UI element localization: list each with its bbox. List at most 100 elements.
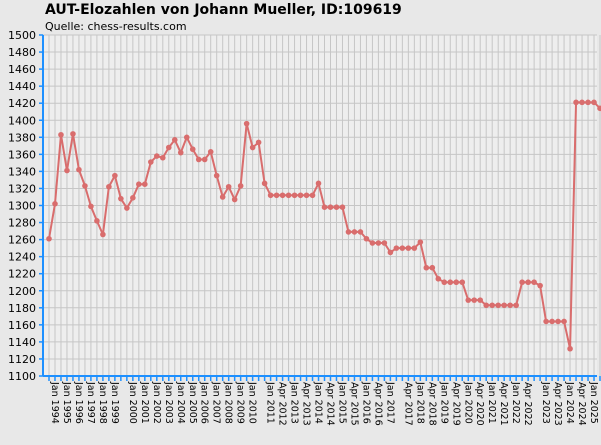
data-point — [130, 195, 136, 201]
x-tick-label: Apr 2021 — [498, 382, 509, 426]
data-point — [201, 156, 208, 163]
data-point — [519, 279, 525, 286]
data-point — [58, 131, 64, 138]
data-point — [273, 192, 280, 199]
data-point — [52, 200, 58, 207]
data-point — [177, 149, 184, 156]
data-point — [285, 192, 292, 199]
data-point — [549, 318, 555, 325]
data-point — [142, 181, 148, 187]
data-point — [471, 297, 478, 303]
data-point — [165, 144, 172, 151]
data-point — [339, 204, 346, 211]
x-tick-label: Jan 2017 — [384, 381, 395, 424]
x-tick-label: Jan 2024 — [564, 381, 575, 424]
data-point — [399, 245, 406, 251]
x-tick-label: Apr 2024 — [576, 382, 587, 426]
data-point — [154, 153, 160, 159]
data-point — [315, 180, 322, 187]
data-point — [148, 159, 154, 165]
chart-subtitle: Quelle: chess-results.com — [45, 20, 187, 33]
data-point — [94, 218, 100, 224]
data-point — [327, 204, 334, 211]
x-tick-label: Apr 2017 — [402, 382, 413, 426]
data-point — [489, 302, 496, 309]
y-tick-label: 1160 — [8, 319, 36, 332]
data-point — [297, 192, 304, 199]
x-tick-label: Jan 2014 — [313, 381, 324, 424]
x-tick-label: Jan 2016 — [360, 381, 371, 424]
y-tick-label: 1480 — [8, 46, 36, 59]
data-point — [459, 279, 466, 286]
data-point — [429, 264, 436, 271]
x-tick-label: Jan 2023 — [540, 381, 551, 424]
data-point — [501, 302, 507, 309]
y-tick-label: 1240 — [8, 251, 36, 264]
x-tick-label: Jan 1994 — [49, 381, 60, 424]
x-tick-label: Jan 2025 — [588, 381, 599, 424]
y-tick-label: 1400 — [8, 114, 36, 127]
data-point — [70, 131, 76, 137]
data-point — [507, 302, 513, 309]
x-tick-label: Jan 2022 — [510, 381, 521, 424]
data-point — [171, 137, 178, 143]
x-tick-label: Apr 2018 — [426, 382, 437, 426]
y-tick-label: 1180 — [8, 302, 36, 315]
data-point — [64, 167, 70, 174]
data-point — [411, 245, 418, 251]
data-point — [453, 279, 460, 286]
data-point — [249, 144, 256, 151]
data-point — [345, 229, 352, 235]
data-point — [579, 99, 585, 106]
data-point — [225, 183, 232, 190]
data-point — [321, 204, 328, 211]
data-point — [261, 180, 268, 187]
data-point — [567, 345, 573, 352]
x-tick-label: Jan 2007 — [211, 381, 222, 424]
data-point — [387, 249, 394, 256]
x-tick-label: Jan 2001 — [139, 381, 150, 424]
y-tick-label: 1140 — [8, 336, 36, 349]
data-point — [555, 318, 561, 325]
y-tick-label: 1460 — [8, 63, 36, 76]
data-point — [573, 99, 579, 106]
data-point — [513, 302, 519, 309]
axes — [39, 34, 601, 381]
data-point — [136, 181, 142, 187]
data-point — [435, 276, 442, 282]
data-point — [106, 183, 112, 190]
data-point — [231, 196, 238, 203]
x-tick-label: Jan 1996 — [73, 381, 84, 424]
data-point — [393, 245, 400, 251]
data-point — [543, 318, 549, 325]
x-tick-label: Apr 2015 — [348, 382, 359, 426]
data-point — [447, 279, 454, 286]
x-tick-label: Jan 2006 — [199, 381, 210, 424]
x-tick-label: Jan 1999 — [109, 381, 120, 424]
data-point — [423, 264, 430, 271]
x-axis-labels: Jan 1994 Jan 1995 Jan 1996 Jan 1997 Jan 1998… — [49, 381, 601, 426]
y-tick-label: 1220 — [8, 268, 36, 281]
x-tick-label: Jan 2020 — [462, 381, 473, 424]
x-tick-label: Apr 2023 — [552, 382, 563, 426]
data-point — [357, 229, 364, 235]
x-tick-label: Apr 2019 — [450, 382, 461, 426]
x-tick-label: Apr 2012 — [277, 382, 288, 426]
x-tick-label: Jan 2019 — [438, 381, 449, 424]
y-tick-label: 1500 — [8, 29, 36, 42]
x-tick-label: Jan 2003 — [163, 381, 174, 424]
x-tick-label: Jan 1998 — [97, 381, 108, 424]
x-tick-label: Jan 2002 — [151, 381, 162, 424]
y-tick-label: 1300 — [8, 200, 36, 213]
data-point — [495, 302, 501, 309]
data-point — [375, 240, 382, 246]
x-tick-label: Apr 2016 — [372, 382, 383, 426]
x-tick-label: Jan 2005 — [187, 381, 198, 424]
x-tick-label: Jan 2015 — [336, 381, 347, 424]
data-point — [585, 99, 591, 106]
y-tick-label: 1420 — [8, 97, 36, 110]
y-grid — [43, 34, 597, 377]
data-point — [279, 192, 286, 199]
x-tick-label: Jan 1995 — [61, 381, 72, 424]
x-tick-label: Apr 2020 — [474, 382, 485, 426]
